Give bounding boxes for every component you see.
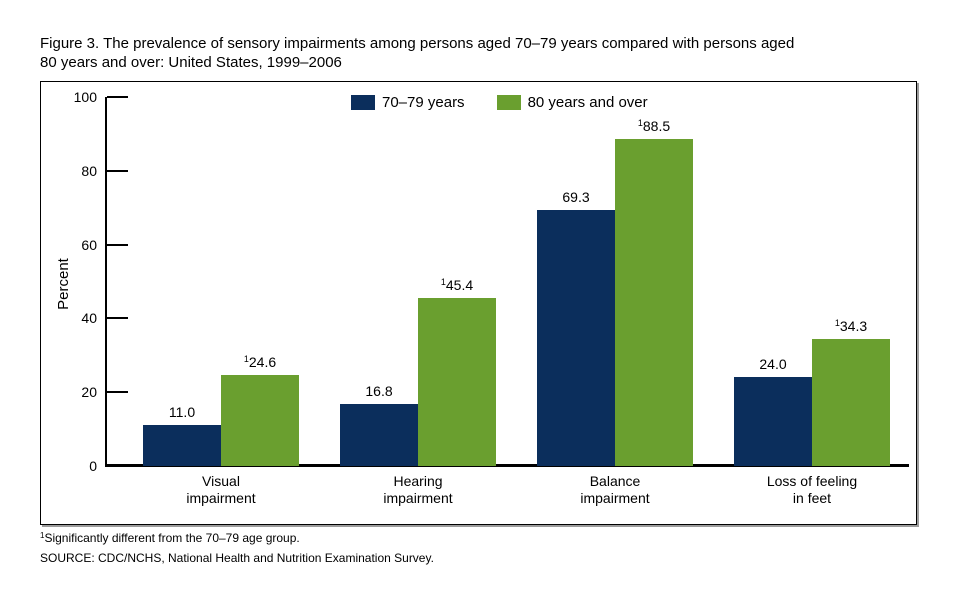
category-label: Balance impairment — [580, 473, 650, 506]
legend-label: 70–79 years — [382, 94, 465, 111]
significance-sup: 1 — [834, 318, 840, 328]
legend-item-1: 80 years and over — [496, 94, 648, 111]
y-tick-label: 20 — [81, 384, 97, 400]
category-label: Loss of feeling in feet — [766, 473, 858, 506]
y-tick-label: 100 — [73, 89, 97, 105]
significance-sup: 1 — [440, 277, 446, 287]
y-tick-label: 60 — [81, 237, 97, 253]
significance-sup: 1 — [637, 118, 643, 128]
bar — [734, 377, 812, 466]
footnote-source: SOURCE: CDC/NCHS, National Health and Nu… — [40, 551, 434, 565]
bar-value-label: 188.5 — [637, 118, 671, 134]
footnote-sup: 1 — [40, 531, 45, 540]
category-label: Visual impairment — [186, 473, 256, 506]
significance-sup: 1 — [243, 354, 249, 364]
y-tick-mark — [107, 170, 128, 172]
bar-value-label: 69.3 — [562, 189, 590, 205]
legend-label: 80 years and over — [527, 94, 648, 111]
bar — [615, 139, 693, 466]
y-tick-mark — [107, 317, 128, 319]
source-text: SOURCE: CDC/NCHS, National Health and Nu… — [40, 551, 434, 565]
figure-title: Figure 3. The prevalence of sensory impa… — [40, 35, 795, 71]
bar — [340, 404, 418, 466]
bar-value-label: 11.0 — [168, 404, 196, 420]
bar — [143, 425, 221, 466]
bar — [537, 210, 615, 466]
bar — [812, 339, 890, 466]
y-tick-label: 40 — [81, 310, 97, 326]
footnote-text: Significantly different from the 70–79 a… — [44, 531, 300, 545]
bar — [418, 298, 496, 466]
bar-value-label: 24.0 — [759, 356, 787, 372]
category-label: Hearing impairment — [383, 473, 453, 506]
bar-value-label: 16.8 — [365, 383, 393, 399]
bar-value-label: 124.6 — [243, 354, 277, 370]
y-tick-mark — [107, 96, 128, 98]
bar — [221, 375, 299, 466]
x-axis-line — [105, 464, 909, 467]
legend-swatch-icon — [496, 95, 521, 110]
y-tick-mark — [107, 244, 128, 246]
legend: 70–79 years 80 years and over — [351, 94, 648, 111]
bar-value-label: 134.3 — [834, 318, 868, 334]
footnote-significance: 1Significantly different from the 70–79 … — [40, 531, 300, 545]
legend-swatch-icon — [351, 95, 375, 110]
legend-item-0: 70–79 years — [351, 94, 465, 111]
y-axis-line — [105, 97, 107, 467]
y-tick-mark — [107, 391, 128, 393]
y-tick-label: 80 — [81, 163, 97, 179]
chart-frame: 70–79 years 80 years and over Percent 0 20… — [40, 81, 917, 525]
y-tick-label: 0 — [89, 458, 97, 474]
bar-value-label: 145.4 — [440, 277, 474, 293]
